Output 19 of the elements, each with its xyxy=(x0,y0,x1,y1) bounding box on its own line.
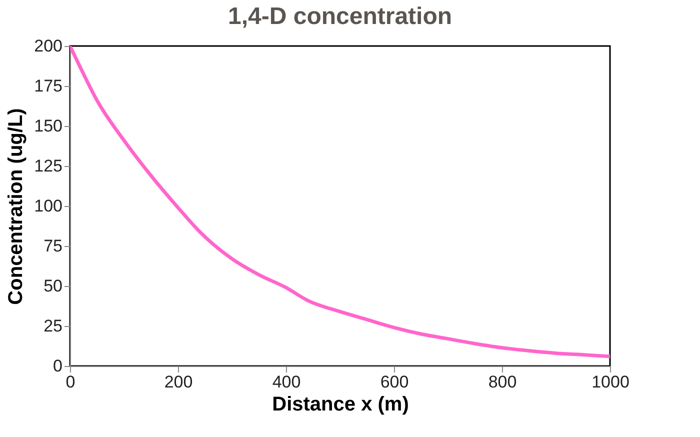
x-tick-label: 800 xyxy=(488,372,517,392)
y-tick-label: 0 xyxy=(53,356,62,376)
x-axis-title: Distance x (m) xyxy=(272,394,409,416)
y-tick-label: 50 xyxy=(44,276,62,296)
y-tick-label: 25 xyxy=(44,316,62,336)
y-tick-label: 175 xyxy=(34,76,62,96)
x-tick-label: 400 xyxy=(272,372,301,392)
x-tick-label: 0 xyxy=(66,372,76,392)
line-series xyxy=(70,46,610,358)
x-tick-label: 1000 xyxy=(592,372,630,392)
chart-title: 1,4-D concentration xyxy=(228,3,452,30)
y-tick-label: 150 xyxy=(34,116,62,136)
y-tick-label: 100 xyxy=(34,196,62,216)
y-tick-label: 200 xyxy=(34,36,62,56)
x-tick-label: 600 xyxy=(380,372,409,392)
x-tick-label: 200 xyxy=(164,372,193,392)
y-axis-title: Concentration (ug/L) xyxy=(5,108,28,305)
y-tick-label: 75 xyxy=(44,236,62,256)
y-tick-label: 125 xyxy=(34,156,62,176)
